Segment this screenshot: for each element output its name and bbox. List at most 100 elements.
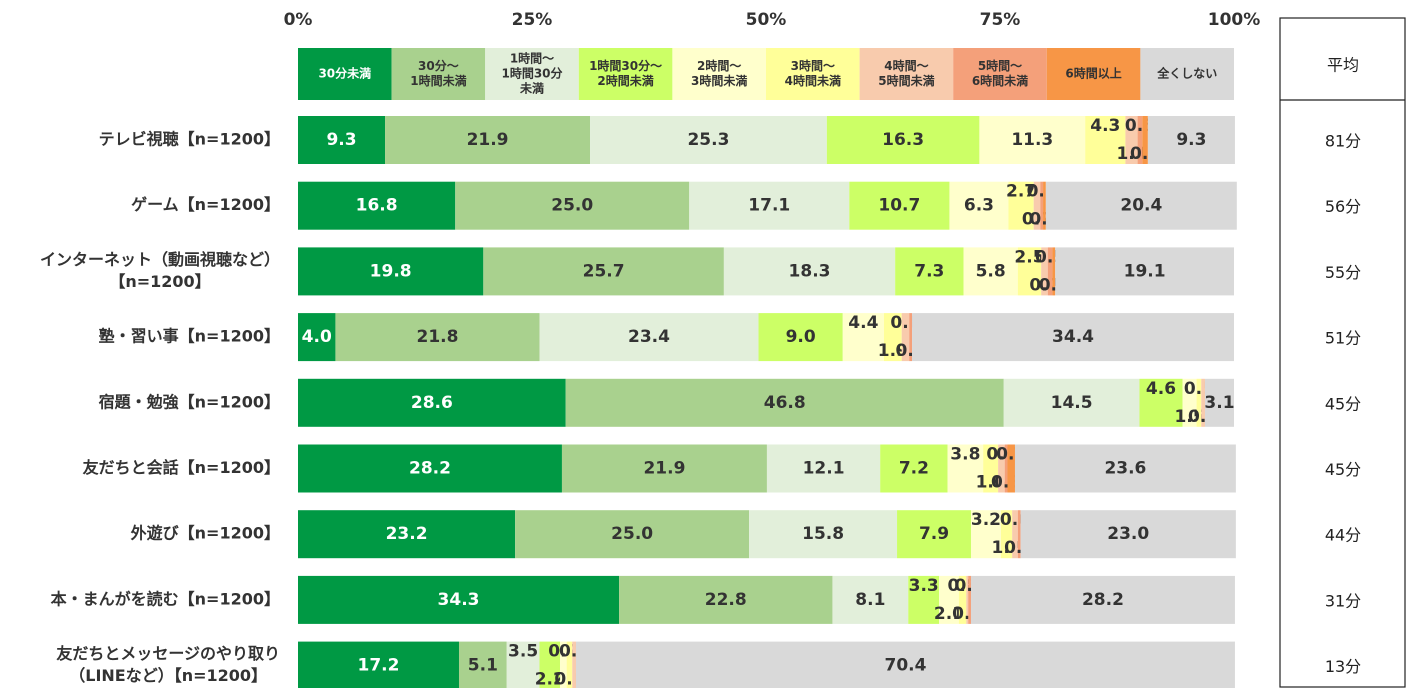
bar-segment	[949, 181, 1009, 230]
category-label: 【n=1200】	[109, 272, 210, 291]
bar-segment	[966, 575, 969, 624]
average-value: 81分	[1325, 132, 1361, 151]
category-label: 友だちと会話【n=1200】	[83, 458, 280, 477]
legend-swatch	[1046, 48, 1141, 100]
bar-segment	[1137, 116, 1143, 164]
bar-segment	[575, 641, 1235, 688]
bar-segment	[901, 313, 910, 362]
value-label: 17.1	[748, 196, 790, 216]
value-label: 3.1	[1204, 393, 1234, 413]
bar-segment	[880, 444, 948, 493]
average-value: 45分	[1325, 394, 1361, 413]
legend-label: 6時間以上	[1065, 66, 1121, 81]
bar-segment	[968, 575, 971, 624]
legend-label: 6時間未満	[972, 73, 1028, 88]
value-label: 23.4	[628, 327, 670, 347]
bar-segment	[909, 313, 913, 362]
bar-segment	[1052, 247, 1056, 296]
value-label: 28.2	[409, 459, 451, 479]
bar-segment	[1201, 378, 1205, 427]
average-value: 31分	[1325, 591, 1361, 610]
bar-segment	[766, 444, 881, 493]
bar-segment	[590, 116, 827, 164]
legend-label: 30分未満	[318, 66, 371, 81]
value-label: 10.7	[878, 196, 920, 216]
bar-segment	[298, 181, 456, 230]
bar-segment	[895, 247, 964, 296]
bar-segment	[1017, 247, 1042, 296]
value-label: 8.1	[855, 590, 885, 610]
legend-label: 1時間30分	[501, 66, 562, 81]
bar-segment	[298, 313, 336, 362]
value-label: 2.7	[1006, 182, 1036, 202]
value-label: 28.6	[411, 393, 453, 413]
value-label: 6.3	[964, 196, 994, 216]
bar-segment	[749, 510, 898, 559]
legend-label: 1時間30分～	[589, 58, 662, 73]
value-label: 18.3	[789, 261, 831, 281]
value-label: 25.0	[611, 524, 653, 544]
value-label: 34.4	[1052, 327, 1094, 347]
bar-segment	[506, 641, 540, 688]
bar-segment	[298, 641, 459, 688]
legend-label: 4時間未満	[785, 73, 841, 88]
value-label: 4.3	[1090, 116, 1120, 136]
bar-segment	[1008, 181, 1034, 230]
bar-segment	[619, 575, 833, 624]
value-label: 15.8	[802, 524, 844, 544]
bar-segment	[560, 641, 567, 688]
value-label: 4.0	[302, 327, 332, 347]
value-label: 22.8	[705, 590, 747, 610]
bar-segment	[908, 575, 940, 624]
value-label: 14.5	[1051, 393, 1093, 413]
value-label: 11.3	[1011, 130, 1053, 150]
bar-segment	[1125, 116, 1138, 164]
bar-segment	[1085, 116, 1126, 164]
legend-label: 3時間未満	[691, 73, 747, 88]
bar-segment	[1196, 378, 1202, 427]
legend-swatch	[578, 48, 673, 100]
x-tick-label: 25%	[512, 10, 553, 30]
bar-segment	[963, 247, 1018, 296]
bar-segment	[455, 181, 690, 230]
value-label: 25.0	[551, 196, 593, 216]
bar-segment	[458, 641, 507, 688]
bar-segment	[1017, 510, 1021, 559]
bar-segment	[298, 575, 620, 624]
legend-label: 4時間～	[884, 58, 928, 73]
bar-segment	[539, 313, 759, 362]
bar-segment	[970, 510, 1001, 559]
value-label: 20.4	[1120, 196, 1162, 216]
bar-segment	[1007, 444, 1015, 493]
bar-segment	[572, 641, 576, 688]
bar-segment	[1055, 247, 1234, 296]
bar-segment	[1040, 181, 1044, 230]
bar-segment	[335, 313, 540, 362]
value-label: 34.3	[438, 590, 480, 610]
bar-segment	[947, 444, 984, 493]
bar-segment	[1012, 510, 1018, 559]
value-label: 2.2	[535, 670, 565, 688]
category-label: インターネット（動画視聴など）	[40, 250, 280, 269]
bar-segment	[1182, 378, 1197, 427]
average-value: 51分	[1325, 329, 1361, 348]
value-label: 3.2	[971, 510, 1001, 530]
value-label: 1.9	[878, 341, 908, 361]
bar-segment	[832, 575, 909, 624]
bar-segment	[1003, 378, 1140, 427]
bar-segment	[849, 181, 950, 230]
category-label: 本・まんがを読む【n=1200】	[51, 589, 280, 608]
value-label: 4.4	[848, 313, 878, 333]
legend-swatch	[859, 48, 954, 100]
x-tick-label: 100%	[1208, 10, 1261, 30]
bar-segment	[1041, 247, 1048, 296]
value-label: 7.3	[914, 261, 944, 281]
average-value: 45分	[1325, 460, 1361, 479]
bar-segment	[298, 116, 386, 164]
bar-segment	[385, 116, 591, 164]
average-value: 44分	[1325, 526, 1361, 545]
x-tick-label: 75%	[980, 10, 1021, 30]
bar-segment	[515, 510, 750, 559]
bar-segment	[566, 641, 573, 688]
legend-label: 全くしない	[1156, 66, 1217, 81]
